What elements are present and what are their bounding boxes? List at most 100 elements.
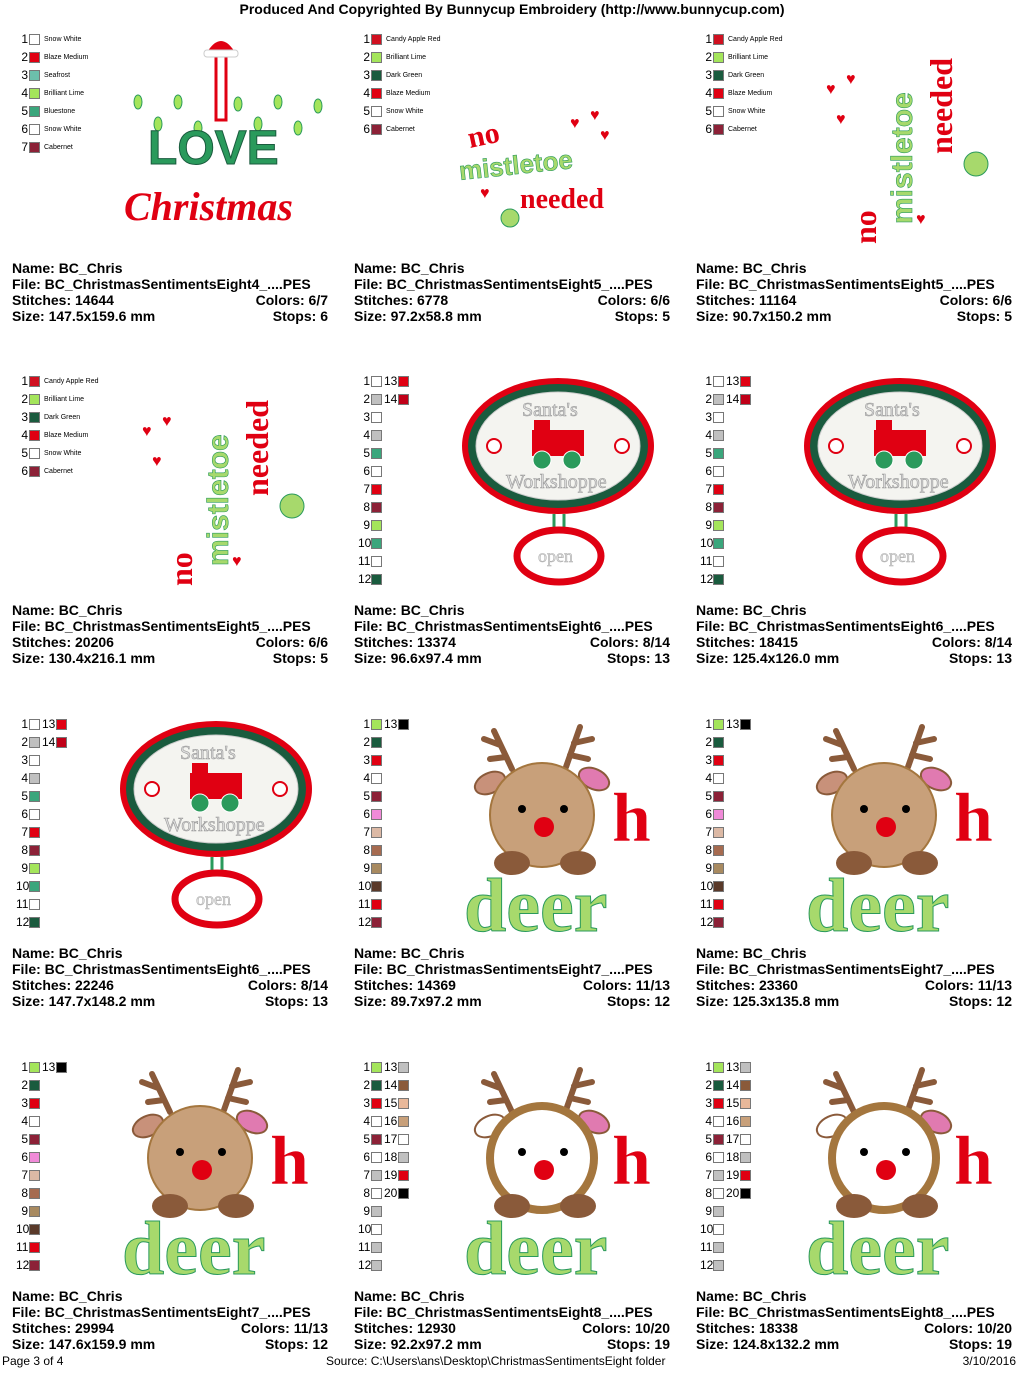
open-word: open [538, 546, 573, 566]
thread-number: 5 [705, 104, 712, 118]
thread-swatch [29, 898, 40, 910]
svg-text:♥: ♥ [826, 81, 836, 98]
workshoppe-word: Workshoppe [848, 471, 949, 493]
colors-label: Colors: [931, 634, 985, 650]
thread-number: 2 [705, 1078, 712, 1092]
thread-name: Dark Green [386, 71, 423, 79]
thread-number: 3 [705, 753, 712, 767]
thread-number: 6 [705, 807, 712, 821]
name-row: Name: BC_Chris [354, 602, 670, 618]
thread-swatch [713, 69, 724, 81]
thread-number: 13 [726, 717, 740, 731]
thread-number: 1 [21, 374, 28, 388]
stop-count: 13 [996, 650, 1012, 666]
thread-number: 4 [21, 428, 28, 442]
deer-word: deer [806, 1207, 949, 1284]
thread-swatch [29, 844, 40, 856]
color-count: 11/13 [293, 1320, 328, 1336]
size-label: Size: [696, 1336, 733, 1352]
light-bulb-icon [313, 98, 323, 114]
thread-number: 11 [358, 1240, 371, 1254]
size-label: Size: [696, 650, 733, 666]
thread-name: Blaze Medium [44, 431, 89, 439]
thread-number: 3 [705, 410, 712, 424]
thread-number: 3 [363, 1096, 370, 1110]
deer-word: deer [464, 1207, 607, 1284]
thread-swatch [56, 718, 68, 730]
thread-number: 10 [358, 879, 372, 893]
thread-swatch [29, 411, 40, 423]
legend-row: 3 15 [358, 1094, 410, 1112]
thread-number: 13 [42, 1060, 56, 1074]
stitches-label: Stitches: [12, 634, 76, 650]
legend-row: 5 Snow White [16, 444, 98, 462]
legend-row: 10 [16, 1220, 67, 1238]
thread-number: 5 [363, 446, 370, 460]
size-row: Size: 125.3x135.8 mm Stops: 12 [696, 993, 1012, 1009]
legend-row: 1 13 [700, 1058, 752, 1076]
thread-swatch [371, 1133, 382, 1145]
thread-number: 9 [705, 1204, 712, 1218]
legend-row: 5 Bluestone [16, 102, 88, 120]
page-header: Produced And Copyrighted By Bunnycup Emb… [239, 1, 785, 17]
stop-count: 19 [996, 1336, 1012, 1352]
color-count: 11/13 [977, 977, 1012, 993]
stitches-row: Stitches: 18415 Colors: 8/14 [696, 634, 1012, 650]
svg-text:♥: ♥ [836, 111, 846, 128]
legend-row: 9 [16, 859, 67, 877]
size-row: Size: 125.4x126.0 mm Stops: 13 [696, 650, 1012, 666]
stitches-row: Stitches: 13374 Colors: 8/14 [354, 634, 670, 650]
needed-word: needed [520, 184, 604, 215]
design-file: BC_ChristmasSentimentsEight7_....PES [386, 961, 653, 977]
file-row: File: BC_ChristmasSentimentsEight6_....P… [12, 961, 328, 977]
stitches-row: Stitches: 6778 Colors: 6/6 [354, 292, 670, 308]
legend-row: 4 [700, 426, 751, 444]
name-row: Name: BC_Chris [354, 945, 670, 961]
thread-swatch [371, 754, 382, 766]
color-count: 8/14 [642, 634, 670, 650]
thread-swatch [398, 1061, 410, 1073]
thread-swatch [29, 1097, 40, 1109]
thread-name: Cabernet [728, 125, 757, 133]
legend-row: 7 [16, 823, 67, 841]
thread-name: Candy Apple Red [44, 377, 99, 385]
legend-row: 7 Cabernet [16, 138, 88, 156]
file-row: File: BC_ChristmasSentimentsEight8_....P… [354, 1304, 670, 1320]
design-info: Name: BC_Chris File: BC_ChristmasSentimen… [354, 602, 670, 666]
thread-swatch [713, 393, 724, 405]
thread-number: 6 [21, 122, 28, 136]
thread-number: 12 [700, 572, 714, 586]
design-info: Name: BC_Chris File: BC_ChristmasSentimen… [696, 260, 1012, 324]
antler-icon [823, 724, 937, 772]
thread-number: 1 [363, 374, 370, 388]
thread-number: 4 [705, 86, 712, 100]
name-row: Name: BC_Chris [696, 1288, 1012, 1304]
design-card: 1 13 2 3 4 5 6 7 8 9 10 11 12 h deer Name: BC_Chris File… [696, 709, 1020, 1039]
legend-row: 9 [700, 859, 751, 877]
color-count: 6/6 [992, 292, 1012, 308]
design-size: 97.2x58.8 mm [390, 308, 482, 324]
stitches-row: Stitches: 29994 Colors: 11/13 [12, 1320, 328, 1336]
red-nose-icon [192, 1160, 212, 1180]
legend-row: 8 [700, 841, 751, 859]
legend-row: 6 [700, 805, 751, 823]
legend-row: 2 Brilliant Lime [358, 48, 440, 66]
color-count: 8/14 [300, 977, 328, 993]
thread-swatch [713, 51, 724, 63]
thread-swatch [371, 447, 382, 459]
name-row: Name: BC_Chris [12, 602, 328, 618]
thread-swatch [371, 1223, 382, 1235]
thread-name: Candy Apple Red [386, 35, 441, 43]
thread-swatch [713, 573, 724, 585]
thread-swatch [29, 1169, 40, 1181]
thread-number: 5 [21, 789, 28, 803]
thread-number: 6 [21, 464, 28, 478]
thread-swatch [371, 33, 382, 45]
stitches-label: Stitches: [696, 292, 760, 308]
legend-row: 9 [700, 516, 751, 534]
thread-swatch [29, 718, 40, 730]
design-info: Name: BC_Chris File: BC_ChristmasSentimen… [12, 602, 328, 666]
thread-swatch [371, 51, 382, 63]
thread-swatch [740, 393, 752, 405]
